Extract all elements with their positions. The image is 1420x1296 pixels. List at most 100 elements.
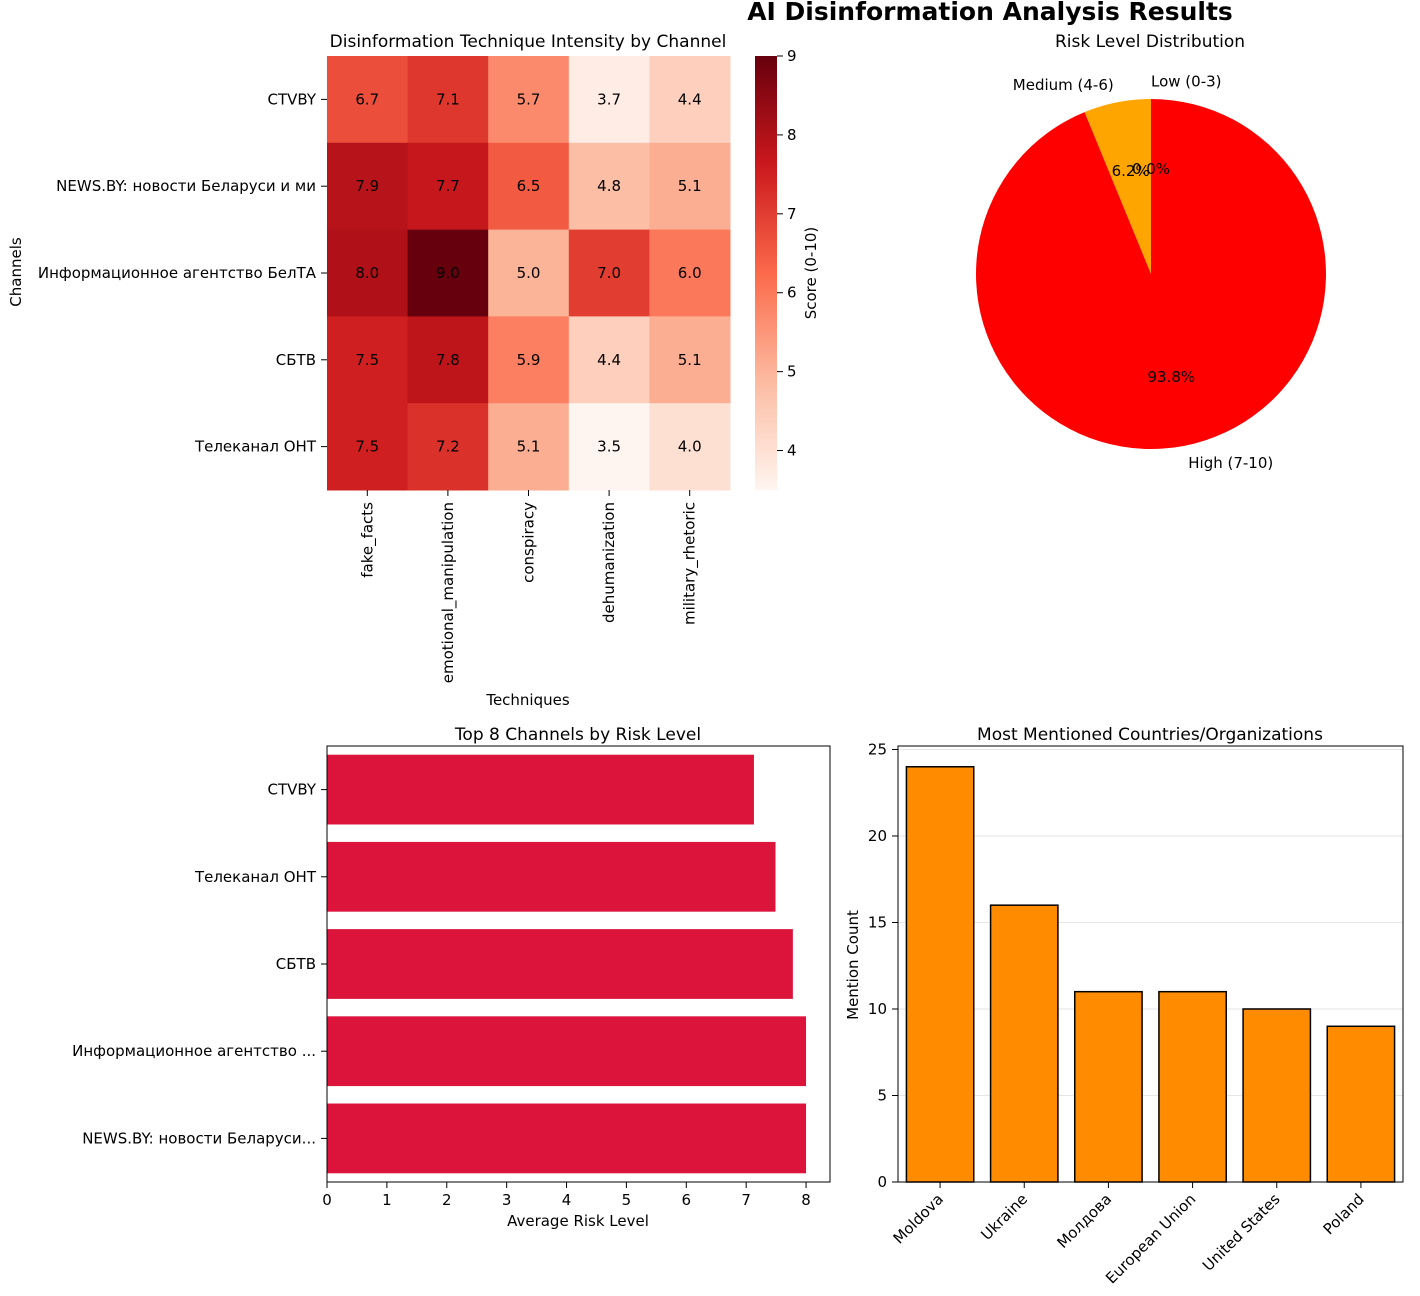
heatmap-cell [327, 56, 409, 144]
vbar-y-ticks: 0 5 10 15 20 25 [868, 740, 898, 1191]
heatmap-cell [488, 229, 570, 317]
hbar-x-tick-label: 3 [502, 1191, 512, 1209]
heatmap-value: 4.0 [678, 438, 702, 456]
vbar-bar [1074, 990, 1143, 1183]
heatmap-channel-label: СБТВ [276, 351, 316, 369]
heatmap-channel-label: Информационное агентство БелТА [38, 264, 317, 282]
hbar-x-tick-label: 5 [622, 1191, 632, 1209]
heatmap-value: 6.5 [517, 177, 541, 195]
vbar-bar [1158, 990, 1227, 1183]
heatmap-value: 7.5 [355, 351, 379, 369]
vbar-country-label: Moldova [890, 1190, 947, 1247]
hbar-x-tick-label: 6 [682, 1191, 692, 1209]
hbar-x-tick-label: 0 [322, 1191, 332, 1209]
pie-category-label: Low (0-3) [1151, 73, 1222, 91]
hbar-x-ticks: 0 1 2 3 4 5 6 7 8 [322, 1182, 811, 1209]
heatmap-cell [568, 142, 650, 231]
pie-labels: Low (0-3) Medium (4-6) High (7-10) 0.0%6.2%… [1013, 73, 1273, 472]
pie-slice [976, 99, 1326, 449]
heatmap-value: 5.9 [517, 351, 541, 369]
pie-panel: Risk Level Distribution Low (0-3) Medium … [976, 32, 1326, 472]
hbar-x-axis-label: Average Risk Level [507, 1212, 649, 1230]
heatmap-title: Disinformation Technique Intensity by Ch… [330, 32, 727, 52]
vbar-country-label: Poland [1320, 1190, 1368, 1238]
vbar-y-tick-label: 10 [868, 1000, 887, 1018]
heatmap-cell [568, 316, 650, 404]
colorbar-tick-label: 8 [787, 126, 797, 144]
vbar-bar [1326, 1025, 1396, 1183]
pie-category-label: High (7-10) [1188, 454, 1273, 472]
heatmap-value: 7.0 [597, 264, 621, 282]
heatmap-cell [649, 229, 731, 317]
hbar-bar [327, 929, 793, 999]
heatmap-value: 4.8 [597, 177, 621, 195]
heatmap-technique-label: dehumanization [600, 502, 618, 623]
colorbar-tick-label: 7 [787, 205, 797, 223]
heatmap-channel-label: CTVBY [267, 90, 316, 108]
heatmap-panel: Disinformation Technique Intensity by Ch… [7, 32, 820, 709]
pie-slice [1084, 99, 1151, 274]
heatmap-value: 5.1 [678, 351, 702, 369]
pie-percent-label: 6.2% [1112, 162, 1150, 180]
heatmap-cell [407, 229, 489, 317]
heatmap-value: 5.7 [517, 90, 541, 108]
pie-percent-label: 0.0% [1132, 160, 1170, 178]
vbar-bar [905, 766, 975, 1183]
heatmap-value: 7.5 [355, 438, 379, 456]
hbar-channel-label: CTVBY [267, 781, 316, 799]
heatmap-technique-labels: fake_facts emotional_manipulation conspira… [358, 490, 700, 683]
vbar-title: Most Mentioned Countries/Organizations [977, 725, 1323, 745]
heatmap-cell [649, 56, 731, 144]
heatmap-cell [488, 142, 570, 231]
heatmap-x-axis-label: Techniques [485, 691, 570, 709]
heatmap-cell [649, 316, 731, 404]
vbar-y-tick-label: 0 [877, 1173, 887, 1191]
vbar-bar [1242, 1008, 1312, 1183]
heatmap-technique-label: fake_facts [358, 502, 377, 578]
heatmap-value: 5.1 [517, 438, 541, 456]
hbar-x-tick-label: 1 [382, 1191, 392, 1209]
hbar-bar [327, 754, 754, 825]
heatmap-value: 3.7 [597, 90, 621, 108]
hbar-channel-label: СБТВ [276, 955, 316, 973]
hbar-channel-label: Телеканал ОНТ [194, 868, 317, 886]
heatmap-cell [327, 229, 409, 317]
heatmap-cell [568, 56, 650, 144]
heatmap-value: 7.9 [355, 177, 379, 195]
hbar-x-tick-label: 2 [442, 1191, 452, 1209]
heatmap-y-axis-label: Channels [7, 237, 25, 307]
hbar-x-tick-label: 7 [741, 1191, 751, 1209]
heatmap-technique-label: military_rhetoric [681, 502, 700, 625]
vbar-country-label: Молдова [1054, 1190, 1116, 1252]
heatmap-channel-labels: CTVBY NEWS.BY: новости Беларуси и ми Инфор… [38, 90, 327, 456]
heatmap-cell [407, 142, 489, 231]
heatmap-value: 7.1 [436, 90, 460, 108]
heatmap-value: 5.0 [517, 264, 541, 282]
heatmap-value: 4.4 [597, 351, 621, 369]
heatmap-value: 4.4 [678, 90, 702, 108]
pie-title: Risk Level Distribution [1055, 32, 1245, 52]
colorbar-tick-label: 6 [787, 284, 797, 302]
vbar-y-axis-label: Mention Count [844, 910, 862, 1020]
heatmap-cell [488, 403, 570, 491]
heatmap-value: 6.0 [678, 264, 702, 282]
hbar-channel-label: Информационное агентство ... [72, 1042, 316, 1060]
vbar-y-tick-label: 25 [868, 740, 887, 758]
hbar-bar [327, 1016, 807, 1087]
heatmap-value: 7.7 [436, 177, 460, 195]
heatmap-value: 9.0 [436, 264, 460, 282]
pie-category-label: Medium (4-6) [1013, 76, 1114, 94]
vbar-y-tick-label: 15 [868, 913, 887, 931]
vbar-bar [989, 904, 1059, 1183]
heatmap-cell [327, 316, 409, 404]
heatmap-technique-label: conspiracy [520, 502, 538, 583]
hbar-bar [327, 1103, 807, 1174]
heatmap-cell [327, 403, 409, 491]
heatmap-cell [327, 142, 409, 231]
heatmap-cell [488, 316, 570, 404]
heatmap-cell [407, 403, 489, 491]
heatmap-cell [649, 142, 731, 231]
heatmap-cell [407, 316, 489, 404]
hbar-channel-label: NEWS.BY: новости Беларуси... [82, 1129, 316, 1147]
